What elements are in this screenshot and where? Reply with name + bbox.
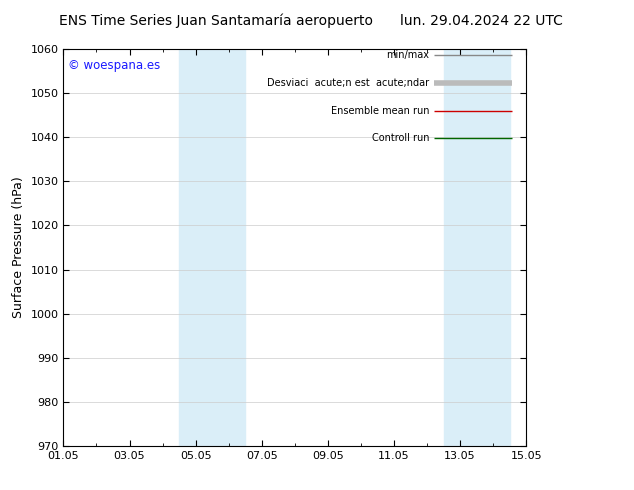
Text: min/max: min/max: [386, 50, 429, 60]
Text: Controll run: Controll run: [372, 133, 429, 143]
Text: lun. 29.04.2024 22 UTC: lun. 29.04.2024 22 UTC: [401, 14, 563, 28]
Text: ENS Time Series Juan Santamaría aeropuerto: ENS Time Series Juan Santamaría aeropuer…: [58, 14, 373, 28]
Y-axis label: Surface Pressure (hPa): Surface Pressure (hPa): [12, 176, 25, 318]
Text: Desviaci  acute;n est  acute;ndar: Desviaci acute;n est acute;ndar: [267, 78, 429, 88]
Text: © woespana.es: © woespana.es: [68, 59, 160, 72]
Text: Ensemble mean run: Ensemble mean run: [330, 105, 429, 116]
Bar: [179, 49, 245, 446]
Bar: [444, 49, 510, 446]
